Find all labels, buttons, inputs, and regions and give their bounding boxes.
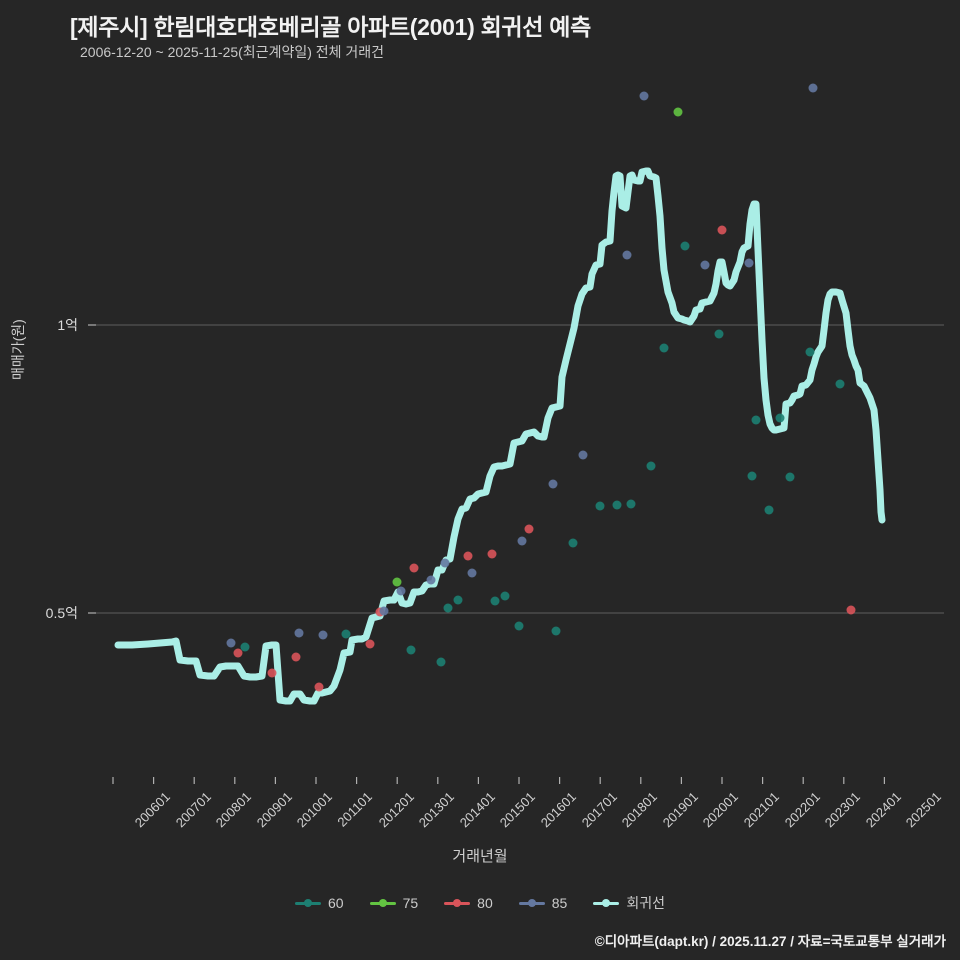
legend-label: 85	[551, 895, 568, 911]
scatter-point	[443, 603, 453, 613]
scatter-point	[646, 461, 656, 471]
legend-item-60[interactable]: 60	[295, 895, 344, 911]
scatter-point	[406, 645, 416, 655]
scatter-point	[463, 551, 473, 561]
legend-marker-icon	[444, 897, 471, 909]
y-axis-tick-label: 0.5억	[45, 605, 78, 621]
legend-label: 75	[402, 895, 419, 911]
scatter-point	[453, 595, 463, 605]
legend-marker-icon	[518, 897, 545, 909]
scatter-point	[440, 558, 450, 568]
scatter-point	[436, 657, 446, 667]
scatter-point	[595, 501, 605, 511]
scatter-point	[846, 605, 856, 615]
scatter-point	[673, 107, 683, 117]
scatter-point	[314, 682, 324, 692]
y-axis-tick-label: 1억	[57, 317, 78, 333]
legend-item-85[interactable]: 85	[518, 895, 568, 911]
scatter-point	[717, 225, 727, 235]
scatter-point	[612, 500, 622, 510]
scatter-point	[392, 577, 402, 587]
scatter-point	[626, 499, 636, 509]
chart-title: [제주시] 한림대호대호베리골 아파트(2001) 회귀선 예측	[70, 14, 591, 40]
scatter-point	[379, 606, 389, 616]
scatter-point	[267, 668, 277, 678]
scatter-point	[805, 347, 815, 357]
scatter-point	[639, 91, 649, 101]
scatter-point	[318, 630, 328, 640]
chart-legend: 60 75 80 85 회귀선	[0, 893, 960, 913]
scatter-point	[341, 629, 351, 639]
scatter-point	[785, 472, 795, 482]
legend-label: 60	[328, 895, 344, 911]
scatter-point	[490, 596, 500, 606]
scatter-point	[764, 505, 774, 515]
legend-label: 회귀선	[626, 895, 665, 911]
scatter-point	[775, 413, 785, 423]
scatter-point	[659, 343, 669, 353]
scatter-point	[524, 524, 534, 534]
scatter-point	[226, 638, 236, 648]
scatter-point	[233, 648, 243, 658]
scatter-point	[365, 639, 375, 649]
chart-subtitle: 2006-12-20 ~ 2025-11-25(최근계약일) 전체 거래건	[80, 44, 385, 60]
scatter-point	[714, 329, 724, 339]
scatter-point	[426, 575, 436, 585]
legend-item-80[interactable]: 80	[444, 895, 493, 911]
scatter-point	[396, 586, 406, 596]
scatter-point	[291, 652, 301, 662]
scatter-point	[409, 563, 419, 573]
footer-credit: ©디아파트(dapt.kr) / 2025.11.27 / 자료=국토교통부 실…	[594, 934, 946, 949]
scatter-point	[294, 628, 304, 638]
scatter-point	[835, 379, 845, 389]
scatter-point	[467, 568, 477, 578]
scatter-point	[680, 241, 690, 251]
x-axis-title: 거래년월	[452, 848, 508, 865]
scatter-point	[808, 83, 818, 93]
scatter-point	[517, 536, 527, 546]
scatter-point	[578, 450, 588, 460]
legend-marker-icon	[593, 897, 620, 909]
scatter-point	[700, 260, 710, 270]
legend-item-회귀선[interactable]: 회귀선	[593, 893, 665, 913]
scatter-point	[747, 471, 757, 481]
scatter-point	[514, 621, 524, 631]
legend-marker-icon	[295, 897, 322, 909]
scatter-point	[751, 415, 761, 425]
scatter-point	[548, 479, 558, 489]
scatter-point	[500, 591, 510, 601]
scatter-point	[240, 642, 250, 652]
scatter-point	[487, 549, 497, 559]
scatter-point	[551, 626, 561, 636]
scatter-point	[622, 250, 632, 260]
scatter-point	[744, 258, 754, 268]
legend-item-75[interactable]: 75	[369, 895, 419, 911]
legend-marker-icon	[369, 897, 396, 909]
legend-label: 80	[477, 895, 493, 911]
scatter-point	[568, 538, 578, 548]
y-axis-title: 매매가(원)	[10, 319, 26, 380]
